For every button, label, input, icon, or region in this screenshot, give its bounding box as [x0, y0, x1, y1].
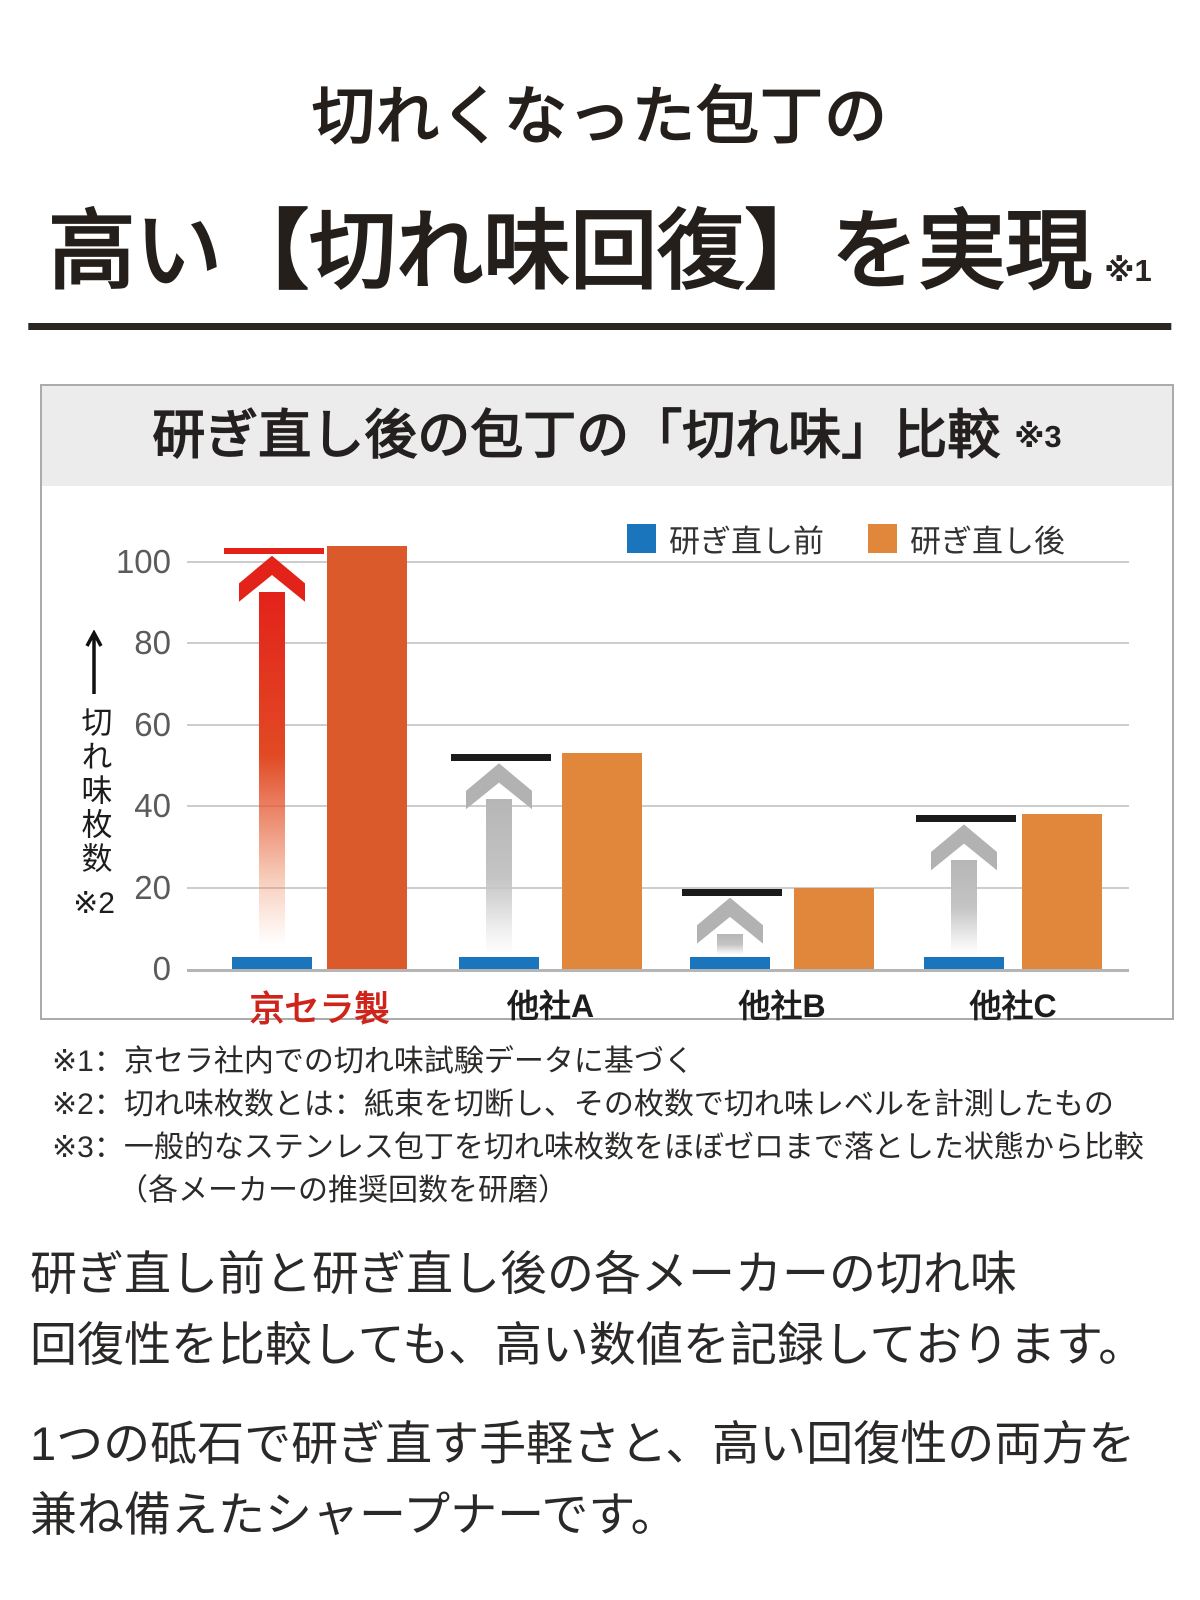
legend-label: 研ぎ直し後	[910, 524, 1065, 559]
paragraph-line: 兼ね備えたシャープナーです。	[30, 1488, 678, 1541]
bar-after	[794, 887, 874, 969]
chart-legend: 研ぎ直し前 研ぎ直し後	[627, 516, 1065, 561]
plot-area: 0 20 40 60 80 100 京セラ製 他社A 他社B 他社C	[116, 514, 1129, 1029]
footnote-line: （各メーカーの推奨回数を研磨）	[118, 1174, 568, 1207]
paragraph-line: 研ぎ直し前と研ぎ直し後の各メーカーの切れ味	[30, 1247, 1017, 1300]
gridline	[187, 642, 1129, 645]
bar-before	[690, 956, 770, 969]
legend-swatch	[868, 524, 897, 553]
y-tick-label: 100	[115, 543, 171, 580]
gridline	[187, 886, 1129, 889]
category-label: 他社B	[738, 988, 826, 1024]
footnote-line: ※1：京セラ社内での切れ味試験データに基づく	[52, 1045, 694, 1078]
up-arrow-icon	[85, 630, 103, 694]
arrow-shaft	[717, 933, 743, 955]
level-line	[682, 888, 782, 896]
bar-before	[232, 956, 312, 969]
bar-before	[459, 956, 539, 969]
chart-title-note-ref: ※3	[1014, 419, 1062, 454]
chart-title: 研ぎ直し後の包丁の「切れ味」比較	[152, 406, 1001, 465]
page-title-line2: 高い【切れ味回復】を実現	[48, 203, 1093, 300]
improvement-arrow	[931, 824, 997, 955]
paragraph-1: 研ぎ直し前と研ぎ直し後の各メーカーの切れ味回復性を比較しても、高い数値を記録して…	[30, 1238, 1185, 1380]
bar-after	[327, 545, 407, 969]
bar-after	[562, 753, 642, 969]
gridline	[187, 805, 1129, 808]
improvement-arrow	[697, 897, 763, 955]
category-label: 他社A	[506, 988, 595, 1024]
chart-header: 研ぎ直し後の包丁の「切れ味」比較 ※3	[42, 386, 1172, 486]
chart-panel: 研ぎ直し後の包丁の「切れ味」比較 ※3 研ぎ直し前 研ぎ直し後 切れ味枚数 ※2 0…	[40, 384, 1174, 1029]
y-tick-label: 40	[134, 787, 171, 825]
page-title-line2-wrap: 高い【切れ味回復】を実現 ※1	[28, 181, 1172, 330]
footnotes: ※1：京セラ社内での切れ味試験データに基づく ※2：切れ味枚数とは：紙束を切断し、…	[52, 1040, 1144, 1212]
category-label: 京セラ製	[249, 990, 390, 1029]
y-tick-label: 60	[134, 705, 171, 743]
legend-label: 研ぎ直し前	[669, 524, 824, 559]
y-axis-title-text: 切れ味枚数	[76, 706, 112, 876]
y-tick-label: 0	[152, 950, 171, 987]
footnote-line: ※2：切れ味枚数とは：紙束を切断し、その枚数で切れ味レベルを計測したもの	[52, 1088, 1114, 1121]
y-axis-title: 切れ味枚数 ※2	[58, 630, 130, 921]
paragraph-line: 1つの砥石で研ぎ直す手軽さと、高い回復性の両方を	[30, 1417, 1136, 1470]
arrow-shaft	[259, 591, 285, 955]
gridline	[187, 723, 1129, 726]
legend-item: 研ぎ直し前	[627, 516, 824, 561]
level-line	[224, 547, 324, 554]
legend-swatch	[627, 524, 656, 553]
gridline	[187, 561, 1129, 563]
title-footnote-ref: ※1	[1104, 253, 1152, 288]
paragraph-line: 回復性を比較しても、高い数値を記録しております。	[30, 1318, 1146, 1371]
bar-before	[924, 956, 1004, 969]
page-title-line1: 切れくなった包丁の	[312, 82, 888, 152]
footnote-line: ※3：一般的なステンレス包丁を切れ味枚数をほぼゼロまで落とした状態から比較	[52, 1131, 1144, 1164]
arrow-shaft	[486, 799, 512, 955]
legend-item: 研ぎ直し後	[868, 516, 1065, 561]
improvement-arrow	[239, 555, 305, 955]
level-line	[916, 815, 1016, 823]
paragraph-2: 1つの砥石で研ぎ直す手軽さと、高い回復性の両方を 兼ね備えたシャープナーです。	[30, 1408, 1185, 1550]
y-tick-label: 80	[134, 624, 171, 662]
arrow-shaft	[951, 860, 977, 955]
y-tick-label: 20	[134, 868, 171, 906]
level-line	[451, 754, 551, 762]
y-axis-note-ref: ※2	[73, 887, 115, 920]
bar-after	[1022, 814, 1102, 969]
category-label: 他社C	[969, 988, 1057, 1024]
improvement-arrow	[466, 763, 532, 955]
